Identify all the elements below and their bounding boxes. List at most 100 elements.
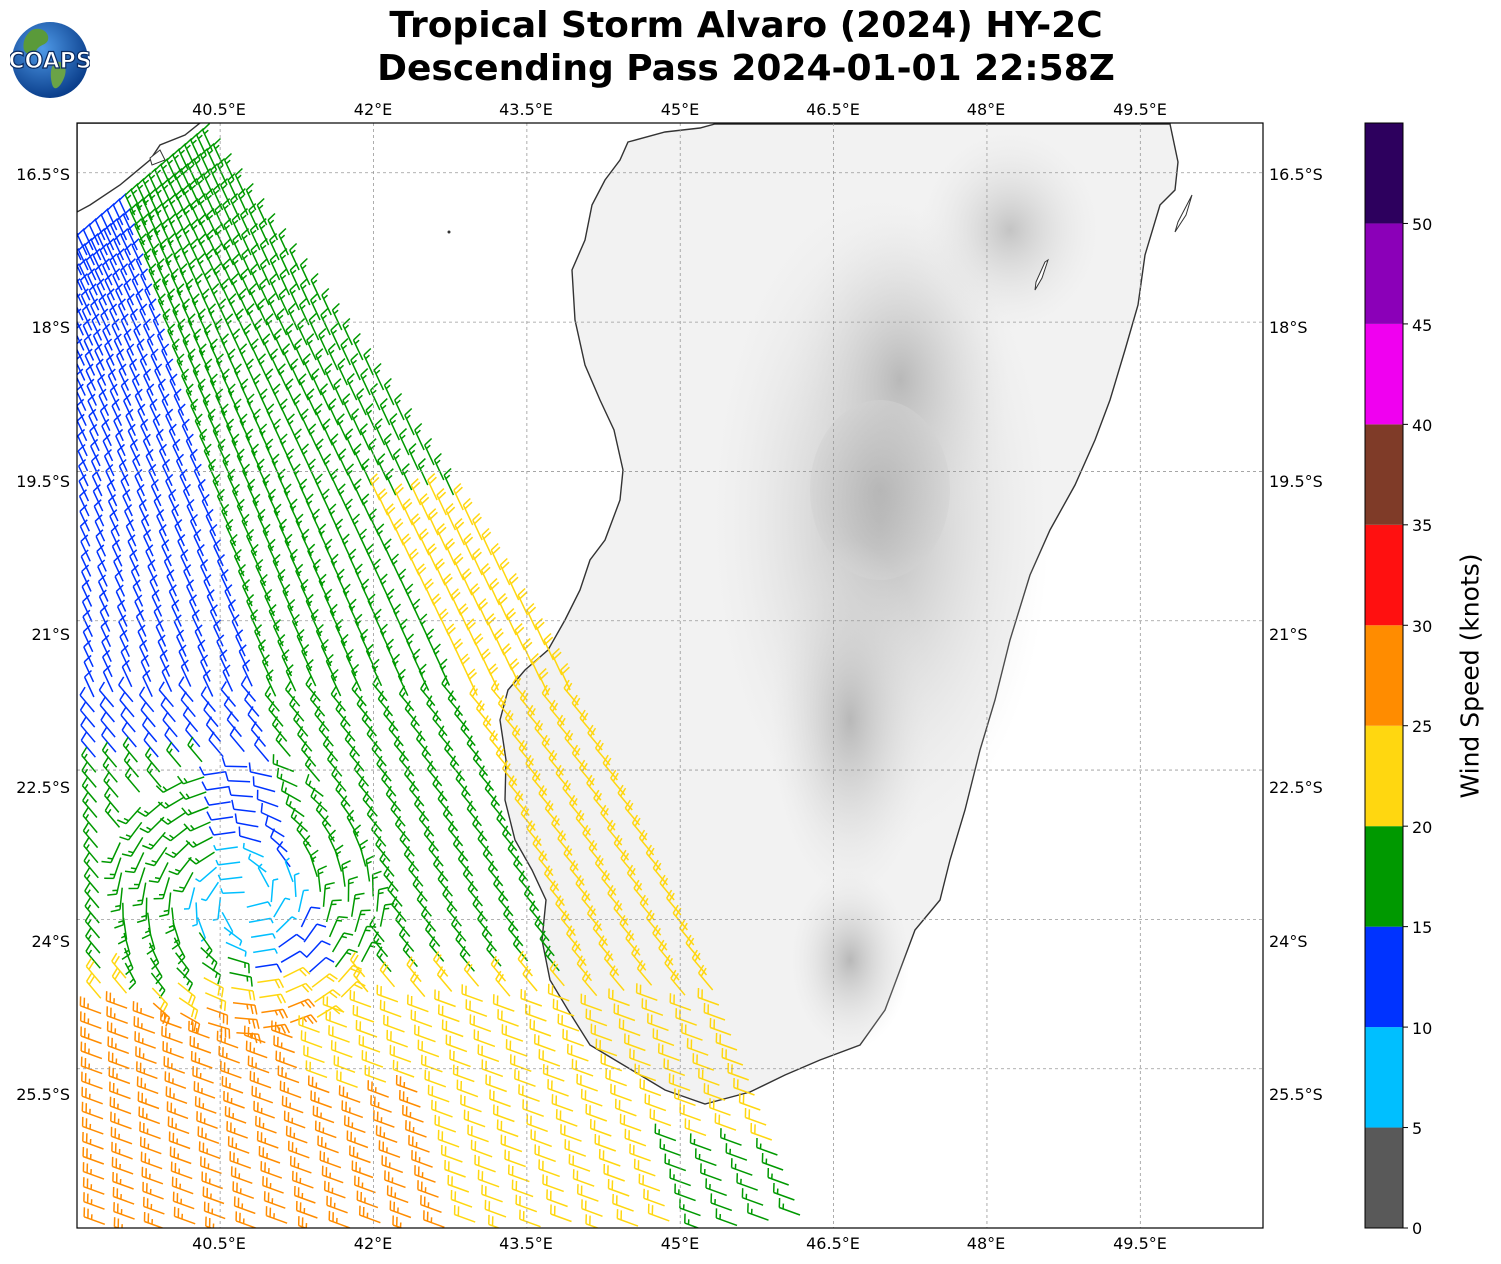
wind-barb (181, 806, 209, 816)
wind-barb (54, 1122, 75, 1139)
wind-barb (585, 1008, 608, 1027)
wind-barb (238, 288, 250, 316)
wind-barb (156, 258, 168, 286)
wind-barb (206, 589, 218, 617)
wind-barb (139, 816, 165, 834)
wind-barb (639, 1078, 662, 1097)
wind-barb (230, 193, 241, 221)
wind-barb (223, 926, 243, 946)
wind-barb (128, 867, 146, 890)
wind-barb (77, 232, 82, 261)
wind-barb (90, 453, 102, 482)
wind-barb (141, 716, 158, 743)
wind-barb (247, 853, 267, 873)
wind-barb (97, 228, 108, 256)
wind-barb (349, 1145, 371, 1164)
wind-barb (631, 945, 647, 971)
wind-barb (360, 368, 371, 396)
wind-barb (215, 353, 227, 381)
wind-barb (328, 1210, 351, 1228)
wind-barb (354, 613, 366, 642)
wind-barb (140, 1151, 163, 1170)
wind-barb (165, 253, 176, 281)
wind-barb (77, 398, 87, 427)
wind-barb (390, 800, 406, 827)
lat-tick: 18°S (1269, 318, 1308, 337)
wind-barb (54, 1017, 75, 1034)
wind-barb (310, 787, 328, 813)
wind-barb (500, 1134, 523, 1153)
wind-barb (657, 1043, 680, 1062)
wind-barb (568, 1154, 591, 1172)
wind-barb (434, 989, 456, 1008)
wind-barb (133, 1016, 156, 1034)
wind-barb (455, 770, 471, 797)
wind-barb (168, 488, 179, 517)
wind-barb (377, 690, 394, 717)
wind-barb (392, 1215, 404, 1228)
wind-barb (85, 363, 97, 391)
wind-barb (750, 1122, 773, 1141)
wind-barb (402, 1104, 424, 1123)
wind-barb (165, 473, 176, 502)
wind-barb (109, 303, 120, 331)
wind-barb (333, 1055, 356, 1074)
wind-barb (79, 519, 91, 547)
wind-barb (118, 458, 130, 487)
wind-barb (221, 368, 233, 396)
wind-barb (66, 359, 75, 386)
wind-barb (66, 585, 75, 611)
wind-barb (205, 188, 216, 216)
wind-barb (200, 881, 220, 902)
wind-barb (81, 594, 93, 622)
wind-barb (115, 584, 127, 612)
wind-barb (242, 659, 253, 687)
wind-barb (90, 438, 101, 467)
wind-barb (371, 740, 387, 767)
wind-barb (157, 634, 169, 662)
wind-barb (289, 695, 305, 722)
wind-barb (66, 404, 75, 431)
coaps-logo-icon: COAPS (10, 22, 90, 98)
wind-barb (162, 458, 173, 487)
colorbar (1364, 122, 1408, 1229)
wind-barb (146, 761, 162, 788)
wind-barb (619, 1113, 642, 1132)
wind-barb (90, 298, 101, 326)
wind-barb (571, 1058, 594, 1077)
wind-barb (460, 1094, 482, 1113)
wind-barb (454, 518, 466, 546)
wind-barb (259, 278, 270, 306)
wind-barb (227, 956, 250, 974)
wind-barb (547, 983, 570, 1002)
wind-barb (108, 1066, 131, 1085)
wind-barb (289, 498, 301, 526)
wind-barb (221, 1075, 244, 1094)
wind-barb (77, 293, 84, 321)
wind-barb (744, 1107, 767, 1126)
wind-barb (193, 328, 204, 356)
wind-barb (111, 539, 123, 567)
colorbar-bin (1365, 424, 1403, 525)
wind-barb (158, 681, 174, 708)
wind-barb (253, 948, 278, 954)
wind-barb (436, 966, 453, 992)
wind-barb (134, 594, 145, 622)
wind-barb (624, 1033, 646, 1052)
wind-barb (83, 639, 94, 668)
wind-barb (279, 268, 291, 296)
wind-barb (150, 478, 162, 507)
wind-barb (253, 736, 270, 762)
wind-barb (80, 288, 92, 316)
wind-barb (265, 1206, 288, 1224)
wind-barb (334, 844, 344, 872)
wind-barb (80, 534, 91, 562)
wind-barb (576, 955, 593, 982)
wind-barb (320, 638, 332, 667)
wind-barb (217, 874, 243, 881)
wind-barb (342, 583, 354, 612)
wind-barb (99, 696, 115, 723)
wind-barb (185, 433, 197, 462)
lat-ticks-right: 16.5°S 18°S 19.5°S 21°S 22.5°S 24°S 25.5… (1269, 165, 1323, 1104)
wind-barb (322, 881, 335, 907)
